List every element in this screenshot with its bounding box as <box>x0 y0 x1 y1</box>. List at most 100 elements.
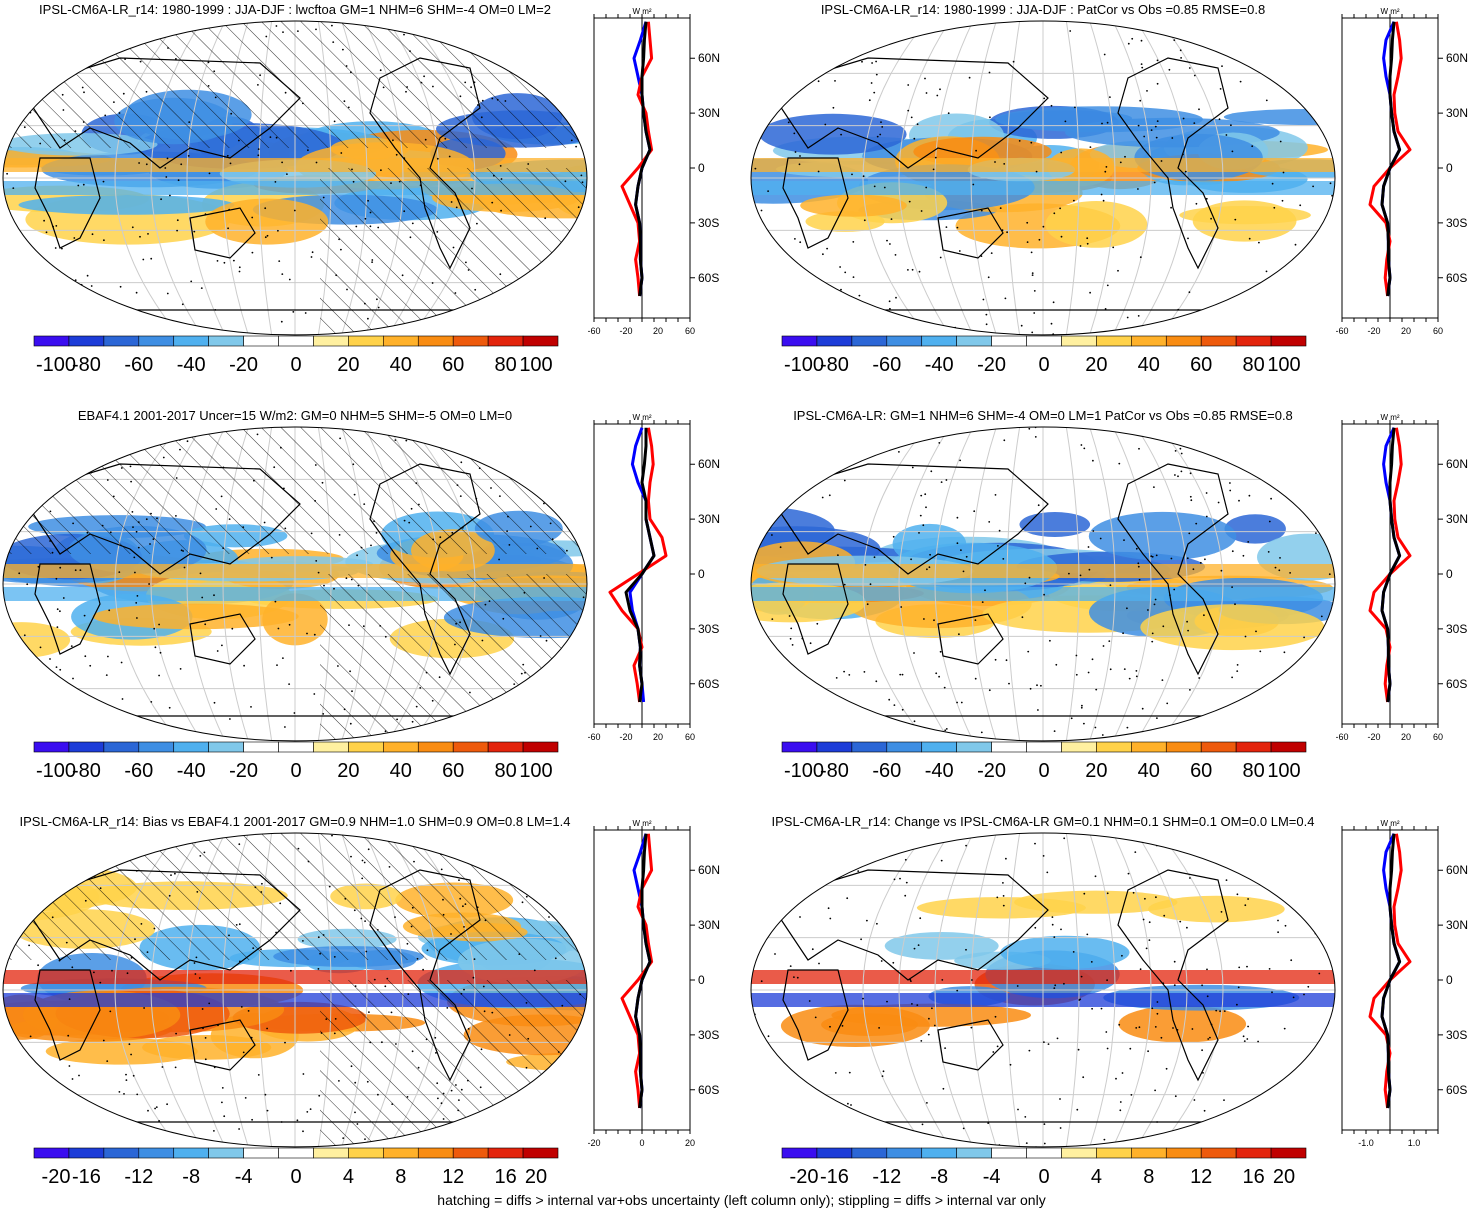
colorbar-swatch <box>208 741 244 753</box>
colorbar-tick-label: -100 <box>784 354 824 376</box>
colorbar-swatch <box>208 1147 244 1159</box>
anomaly-patch <box>142 1035 272 1060</box>
colorbar-tick-label: 12 <box>1190 1166 1212 1188</box>
colorbar-swatch <box>522 741 559 753</box>
colorbar-swatch <box>1131 1147 1167 1159</box>
colorbar-swatch <box>173 335 209 347</box>
colorbar-swatch <box>33 1147 70 1159</box>
panel-title: IPSL-CM6A-LR_r14: Bias vs EBAF4.1 2001-2… <box>19 814 571 829</box>
colorbar-swatch <box>33 741 70 753</box>
profile-lat-label: 60S <box>1446 1083 1467 1097</box>
anomaly-patch <box>1014 890 1178 914</box>
profile-lat-label: 30S <box>1446 216 1467 230</box>
anomaly-patch <box>1134 133 1263 181</box>
colorbar-tick-label: -4 <box>983 1166 1001 1188</box>
coastline <box>767 463 1049 575</box>
colorbar-swatch <box>1096 335 1132 347</box>
colorbar-swatch <box>816 335 853 347</box>
colorbar: -20 -16 -12 -8 -4 0 4 8 12 16 20 <box>33 1147 559 1188</box>
colorbar-tick-label: 0 <box>290 1166 301 1188</box>
profile-x-tick-label: -60 <box>1336 732 1349 742</box>
colorbar-tick-label: -60 <box>872 354 901 376</box>
colorbar-swatch <box>781 335 818 347</box>
colorbar-swatch <box>208 335 244 347</box>
colorbar-swatch <box>1235 741 1272 753</box>
colorbar-tick-label: -20 <box>977 354 1006 376</box>
colorbar-swatch <box>1026 741 1062 753</box>
colorbar-tick-label: -60 <box>124 354 153 376</box>
coastline <box>937 1019 1004 1071</box>
hatching-region <box>320 574 587 741</box>
colorbar-swatch <box>278 1147 314 1159</box>
colorbar-swatch <box>417 1147 454 1159</box>
colorbar-swatch <box>956 335 992 347</box>
colorbar-tick-label: -60 <box>124 760 153 782</box>
coastline <box>1117 869 1229 1082</box>
colorbar-swatch <box>1165 335 1202 347</box>
map-border <box>750 426 1336 742</box>
panel-4: IPSL-CM6A-LR: GM=1 NHM=6 SHM=-4 OM=0 LM=… <box>748 406 1483 806</box>
colorbar-swatch <box>1096 1147 1132 1159</box>
zonal-profile: W m² -60 -20 20 60 60N 30N 0 30S 60S <box>1336 7 1468 336</box>
colorbar-tick-label: -80 <box>72 760 101 782</box>
colorbar-swatch <box>487 741 524 753</box>
colorbar-swatch <box>886 335 923 347</box>
colorbar-tick-label: 40 <box>390 354 412 376</box>
colorbar-swatch <box>417 335 454 347</box>
colorbar-swatch <box>522 1147 559 1159</box>
profile-lat-label: 0 <box>698 161 705 175</box>
colorbar-swatch <box>383 335 419 347</box>
colorbar-swatch <box>956 1147 992 1159</box>
profile-series-model <box>624 427 656 703</box>
coastline <box>937 613 1004 665</box>
profile-lat-label: 0 <box>1446 973 1453 987</box>
profile-lat-label: 30N <box>1446 918 1468 932</box>
colorbar-swatch <box>851 741 888 753</box>
coastline <box>782 563 849 655</box>
anomaly-patch <box>884 932 999 960</box>
colorbar-swatch <box>1165 1147 1202 1159</box>
profile-x-tick-label: 1.0 <box>1408 1138 1421 1148</box>
colorbar-swatch <box>1270 1147 1307 1159</box>
anomaly-patch <box>1045 201 1148 248</box>
colorbar-tick-label: 80 <box>494 354 516 376</box>
profile-lat-label: 60N <box>698 457 720 471</box>
profile-lat-label: 30S <box>698 622 719 636</box>
colorbar-swatch <box>851 1147 888 1159</box>
colorbar-tick-label: 0 <box>1038 1166 1049 1188</box>
profile-x-tick-label: -20 <box>619 326 632 336</box>
colorbar-tick-label: 4 <box>1091 1166 1102 1188</box>
profile-x-tick-label: -20 <box>619 732 632 742</box>
profile-lat-label: 60N <box>1446 457 1468 471</box>
colorbar-swatch <box>991 335 1027 347</box>
coastline <box>34 157 101 249</box>
colorbar-tick-label: -20 <box>229 760 258 782</box>
panel-2: IPSL-CM6A-LR_r14: 1980-1999 : JJA-DJF : … <box>748 0 1483 400</box>
hatching-region <box>320 980 587 1147</box>
panel-title: IPSL-CM6A-LR_r14: 1980-1999 : JJA-DJF : … <box>820 2 1266 17</box>
colorbar-tick-label: 20 <box>337 354 359 376</box>
zonal-profile: W m² -1.0 1.0 60N 30N 0 30S 60S <box>1341 819 1468 1148</box>
profile-units-label: W m² <box>632 819 651 828</box>
colorbar-swatch <box>383 1147 419 1159</box>
colorbar-swatch <box>921 741 957 753</box>
panel-5: IPSL-CM6A-LR_r14: Bias vs EBAF4.1 2001-2… <box>0 812 735 1212</box>
anomaly-patch <box>1179 206 1311 225</box>
colorbar-tick-label: -40 <box>925 760 954 782</box>
colorbar-swatch <box>921 335 957 347</box>
colorbar-swatch <box>68 335 105 347</box>
colorbar-tick-label: 8 <box>395 1166 406 1188</box>
colorbar-tick-label: 60 <box>1190 354 1212 376</box>
colorbar-tick-label: -16 <box>72 1166 101 1188</box>
panel-6: IPSL-CM6A-LR_r14: Change vs IPSL-CM6A-LR… <box>748 812 1483 1212</box>
profile-lat-label: 0 <box>1446 567 1453 581</box>
colorbar-swatch <box>1131 741 1167 753</box>
colorbar-tick-label: 80 <box>1242 354 1264 376</box>
profile-x-tick-label: -20 <box>588 1138 601 1148</box>
coastline <box>189 1019 256 1071</box>
robinson-map <box>2 20 588 336</box>
colorbar-tick-label: -80 <box>820 760 849 782</box>
colorbar-tick-label: -80 <box>72 354 101 376</box>
colorbar-swatch <box>1061 741 1097 753</box>
panel-1: IPSL-CM6A-LR_r14: 1980-1999 : JJA-DJF : … <box>0 0 735 400</box>
